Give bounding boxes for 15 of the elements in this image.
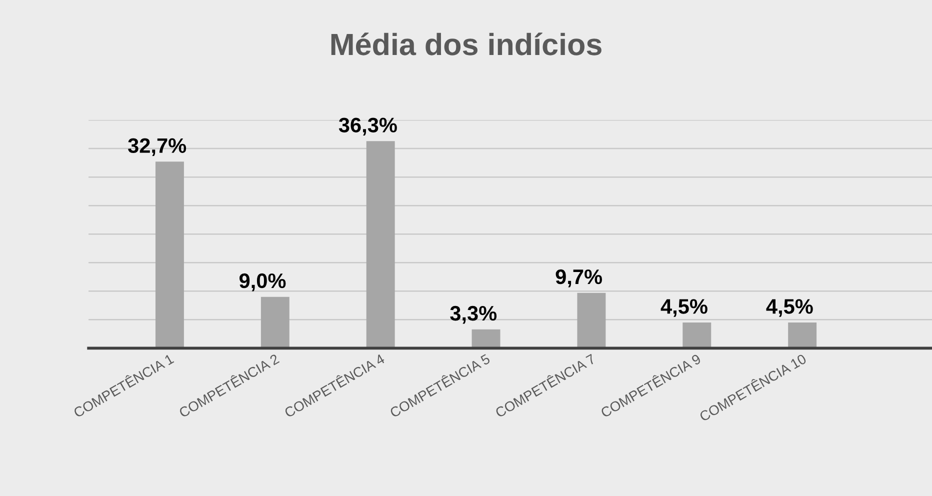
bar (260, 296, 290, 348)
bar (788, 322, 817, 348)
data-label: 36,3% (338, 118, 397, 136)
data-label: 4,5% (766, 299, 813, 317)
bar (366, 141, 395, 348)
bar (682, 322, 712, 348)
data-label: 9,7% (556, 269, 602, 288)
bar (577, 292, 606, 348)
bar (472, 329, 500, 348)
bar (155, 162, 184, 348)
data-label: 3,3% (450, 306, 497, 324)
data-label: 9,0% (239, 273, 286, 292)
data-label: 32,7% (128, 138, 186, 156)
data-label: 4,5% (660, 299, 708, 317)
chart-title: Média dos indícios (331, 32, 602, 56)
